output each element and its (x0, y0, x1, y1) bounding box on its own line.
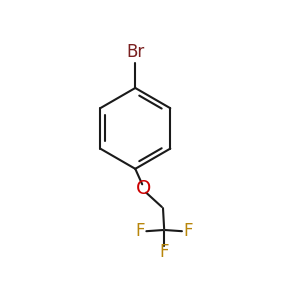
Text: O: O (136, 179, 151, 198)
Text: F: F (159, 242, 169, 260)
Text: F: F (183, 222, 193, 240)
Text: Br: Br (126, 44, 144, 62)
Text: F: F (136, 222, 145, 240)
